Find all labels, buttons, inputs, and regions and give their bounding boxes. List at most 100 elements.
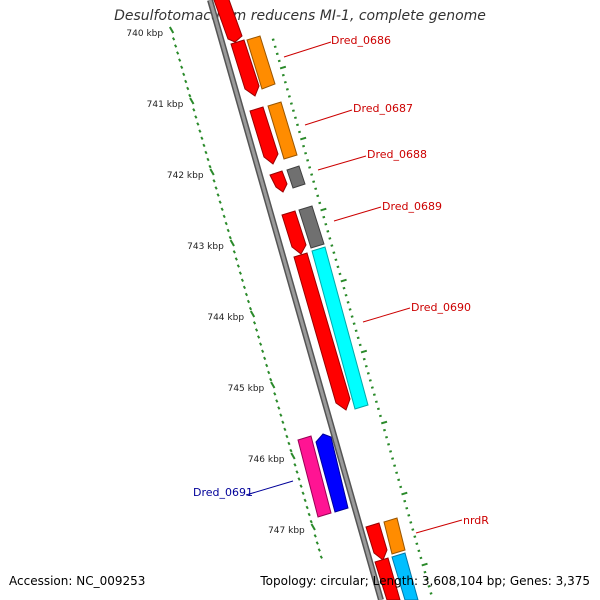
outer-minor-tick xyxy=(304,151,308,155)
minor-tick xyxy=(234,257,238,261)
gene-feature-red[interactable] xyxy=(374,557,401,600)
major-tick xyxy=(209,168,215,176)
outer-minor-tick xyxy=(344,293,348,297)
gene-feature-orange[interactable] xyxy=(267,101,298,160)
outer-minor-tick xyxy=(417,549,421,553)
outer-minor-tick xyxy=(370,386,374,389)
minor-tick xyxy=(263,356,267,361)
gene-feature-red[interactable] xyxy=(269,170,288,193)
outer-minor-tick xyxy=(346,301,350,304)
outer-minor-tick xyxy=(275,52,279,56)
minor-tick xyxy=(226,228,230,233)
minor-tick xyxy=(208,164,212,169)
minor-tick xyxy=(242,285,247,290)
minor-tick xyxy=(297,477,301,481)
outer-minor-tick xyxy=(277,59,281,63)
outer-minor-tick xyxy=(407,514,411,517)
minor-tick xyxy=(200,136,204,141)
gene-feature-blue[interactable] xyxy=(315,433,349,513)
gene-feature-cyan[interactable] xyxy=(311,246,369,410)
gene-feature-orange[interactable] xyxy=(383,517,406,555)
accession-text: Accession: NC_009253 xyxy=(9,574,146,588)
minor-tick xyxy=(238,271,242,275)
outer-minor-tick xyxy=(283,80,287,84)
outer-minor-tick xyxy=(281,73,285,77)
gene-feature-lightblue[interactable] xyxy=(391,552,419,600)
genome-title: Desulfotomaculum reducens MI-1, complete… xyxy=(114,8,486,24)
gene-feature-partial-top[interactable] xyxy=(213,0,243,43)
minor-tick xyxy=(283,427,287,432)
minor-tick xyxy=(273,392,277,396)
minor-tick xyxy=(176,51,180,55)
outer-major-tick xyxy=(360,349,368,354)
scale-labels: 740 kbp 741 kbp 742 kbp 743 kbp 744 kbp 745 k… xyxy=(126,29,305,536)
gene-feature-red[interactable] xyxy=(230,39,260,97)
gene-label-nrdr[interactable]: nrdR xyxy=(463,514,489,527)
outer-minor-tick xyxy=(366,372,370,375)
minor-tick xyxy=(182,72,186,77)
minor-tick xyxy=(299,484,303,488)
major-tick xyxy=(168,26,175,34)
outer-minor-tick xyxy=(411,528,415,531)
gene-label-dred-0691[interactable]: Dred_0691 xyxy=(193,486,253,499)
outer-major-tick xyxy=(380,420,388,425)
minor-tick xyxy=(188,93,192,98)
outer-major-tick xyxy=(401,491,408,496)
outer-minor-tick xyxy=(328,237,332,240)
gene-feature-grey[interactable] xyxy=(286,165,306,189)
minor-tick xyxy=(287,441,291,446)
major-tick xyxy=(270,381,276,389)
gene-label-dred-0687[interactable]: Dred_0687 xyxy=(353,102,413,115)
minor-tick xyxy=(186,86,190,91)
outer-minor-tick xyxy=(306,159,310,162)
outer-minor-tick xyxy=(273,45,277,49)
minor-tick xyxy=(252,321,257,325)
outer-minor-tick xyxy=(314,187,318,191)
gene-feature-red[interactable] xyxy=(281,210,307,255)
minor-tick xyxy=(228,235,232,240)
minor-tick xyxy=(259,342,263,346)
minor-tick xyxy=(194,115,198,119)
minor-tick xyxy=(281,420,285,425)
gene-label-dred-0689[interactable]: Dred_0689 xyxy=(382,200,442,213)
outer-minor-tick xyxy=(387,443,391,446)
major-tick xyxy=(189,97,195,105)
minor-tick xyxy=(240,278,244,283)
scale-ruler xyxy=(168,26,323,559)
outer-minor-tick xyxy=(330,244,334,247)
outer-minor-tick xyxy=(312,180,316,183)
outer-minor-tick xyxy=(348,308,352,311)
outer-minor-tick xyxy=(413,535,417,538)
scale-label: 743 kbp xyxy=(187,242,224,252)
outer-minor-tick xyxy=(271,38,275,41)
outer-minor-tick xyxy=(405,506,409,510)
gene-label-dred-0690[interactable]: Dred_0690 xyxy=(411,301,471,314)
minor-tick xyxy=(303,498,307,503)
gene-feature-red[interactable] xyxy=(365,522,388,561)
outer-minor-tick xyxy=(403,499,407,503)
gene-label-dred-0686[interactable]: Dred_0686 xyxy=(331,34,391,47)
gene-label-dred-0688[interactable]: Dred_0688 xyxy=(367,148,427,161)
gene-labels: Dred_0686 Dred_0687 Dred_0688 Dred_0689 … xyxy=(193,34,489,527)
outer-minor-tick xyxy=(383,428,386,432)
outer-minor-tick xyxy=(419,556,423,560)
outer-minor-tick xyxy=(374,400,378,404)
outer-minor-tick xyxy=(308,166,312,169)
outer-minor-tick xyxy=(389,450,393,453)
gene-feature-pink[interactable] xyxy=(297,435,332,518)
genome-summary-text: Topology: circular; Length: 3,608,104 bp… xyxy=(260,574,590,588)
minor-tick xyxy=(236,264,240,268)
outer-minor-tick xyxy=(298,130,301,134)
backbone xyxy=(207,0,384,600)
outer-major-tick xyxy=(279,65,287,70)
outer-minor-tick xyxy=(352,322,356,325)
gene-feature-orange[interactable] xyxy=(246,35,276,90)
minor-tick xyxy=(224,221,228,226)
gene-feature-grey[interactable] xyxy=(298,205,325,249)
gene-feature-red[interactable] xyxy=(249,106,279,165)
minor-tick xyxy=(265,363,269,368)
minor-tick xyxy=(313,534,317,538)
minor-tick xyxy=(289,448,293,453)
gene-feature-red[interactable] xyxy=(293,252,351,411)
